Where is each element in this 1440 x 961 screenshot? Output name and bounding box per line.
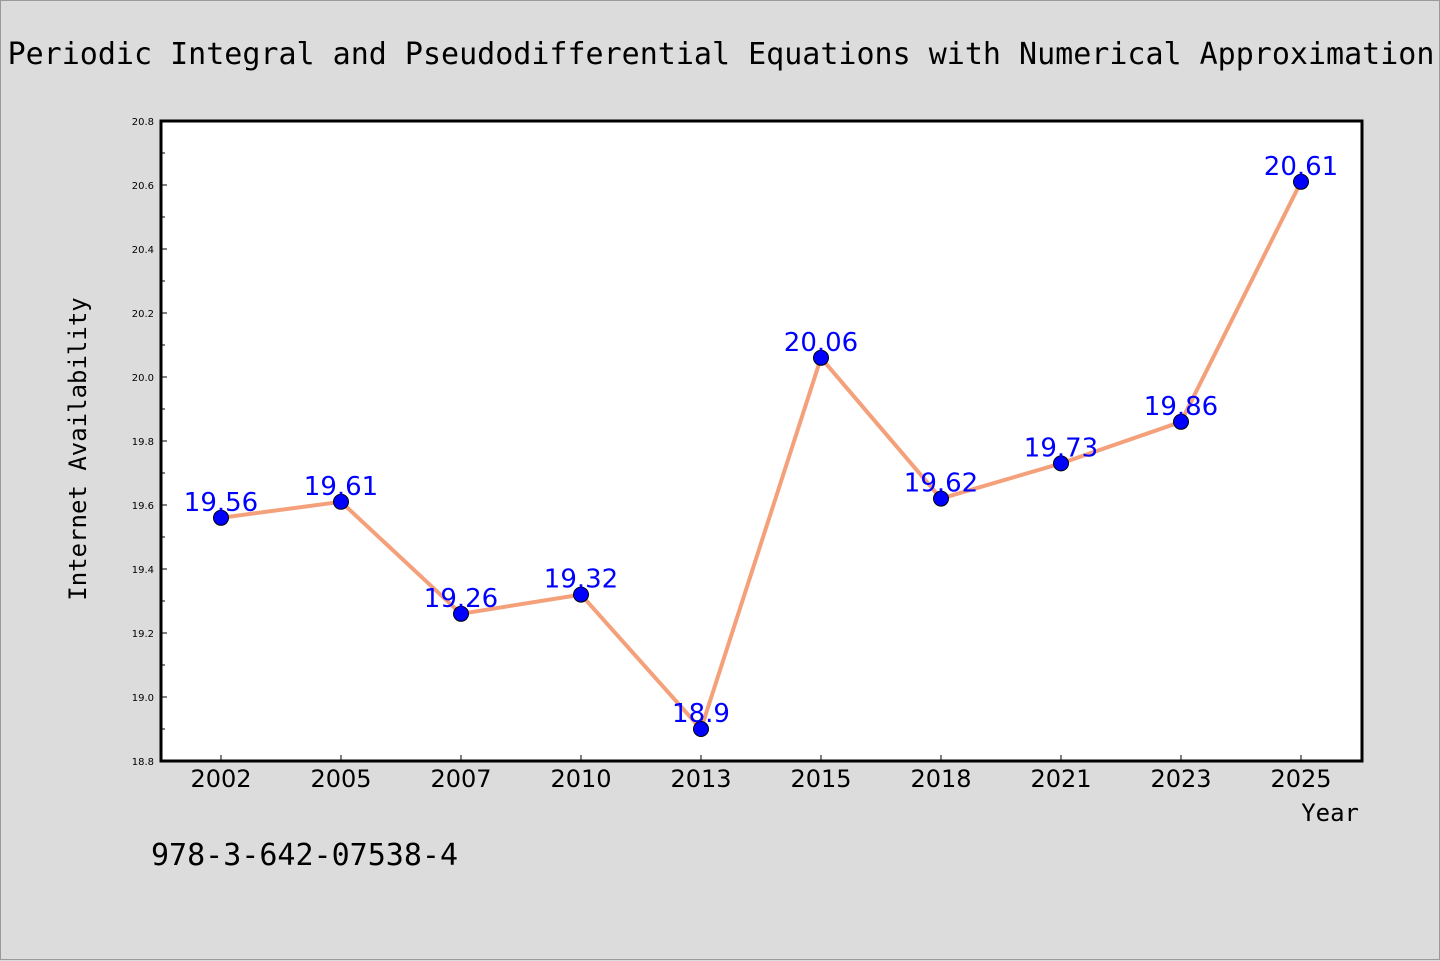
data-point (693, 721, 709, 737)
series-line (219, 179, 1303, 731)
x-tick-label: 2013 (670, 765, 731, 793)
y-tick-label: 20.2 (132, 309, 154, 320)
x-tick-label: 2015 (790, 765, 851, 793)
data-point (933, 490, 949, 507)
y-tick-label: 19.6 (132, 501, 154, 512)
data-point (213, 509, 229, 526)
x-tick-label: 2010 (550, 765, 611, 793)
x-axis: 2002 2005 2007 2010 2013 2015 2018 2021 2023 2025 (190, 755, 1332, 793)
data-label: 19.61 (304, 472, 378, 502)
y-tick-label: 20.8 (132, 117, 154, 128)
x-tick-label: 2002 (190, 765, 251, 793)
data-label: 18.9 (672, 699, 730, 729)
y-tick-label: 20.6 (132, 181, 154, 192)
data-point (453, 605, 469, 622)
x-tick-label: 2023 (1150, 765, 1211, 793)
data-point (333, 493, 349, 510)
x-tick-label: 2005 (310, 765, 371, 793)
data-point (1053, 455, 1069, 472)
plot-area (159, 119, 1364, 763)
data-label: 19.32 (544, 565, 618, 595)
data-label: 20.06 (784, 328, 858, 358)
y-tick-label: 20.4 (132, 245, 154, 256)
data-point (1173, 413, 1189, 430)
y-tick-label: 19.8 (132, 437, 154, 448)
x-tick-label: 2021 (1030, 765, 1091, 793)
x-tick-label: 2007 (430, 765, 491, 793)
y-tick-label: 18.8 (132, 757, 154, 768)
isbn-text: 978-3-642-07538-4 (151, 838, 458, 873)
chart-title: Periodic Integral and Pseudodifferential… (8, 37, 1435, 72)
data-label: 19.56 (184, 488, 258, 518)
y-tick-label: 19.0 (132, 693, 154, 704)
data-label: 19.26 (424, 584, 498, 614)
x-tick-label: 2025 (1270, 765, 1331, 793)
data-label: 19.86 (1144, 392, 1218, 422)
y-axis: 18.8 19.0 19.2 19.4 19.6 19.8 20.0 20.2 20.4 20.6… (132, 117, 167, 768)
series-layer: 19.56 19.61 19.26 19.32 18.9 20.06 19.62 19.73 1… (184, 152, 1338, 737)
y-tick-label: 19.2 (132, 629, 154, 640)
data-label: 20.61 (1264, 152, 1338, 182)
data-point (573, 586, 589, 603)
x-tick-label: 2018 (910, 765, 971, 793)
x-axis-title: Year (1301, 799, 1359, 827)
data-label: 19.73 (1024, 433, 1098, 463)
y-tick-label: 20.0 (132, 373, 154, 384)
data-point (1293, 173, 1309, 190)
y-tick-label: 19.4 (132, 565, 154, 576)
data-label: 19.62 (904, 469, 978, 499)
y-axis-title: Internet Availability (64, 297, 92, 600)
data-point (813, 349, 829, 366)
